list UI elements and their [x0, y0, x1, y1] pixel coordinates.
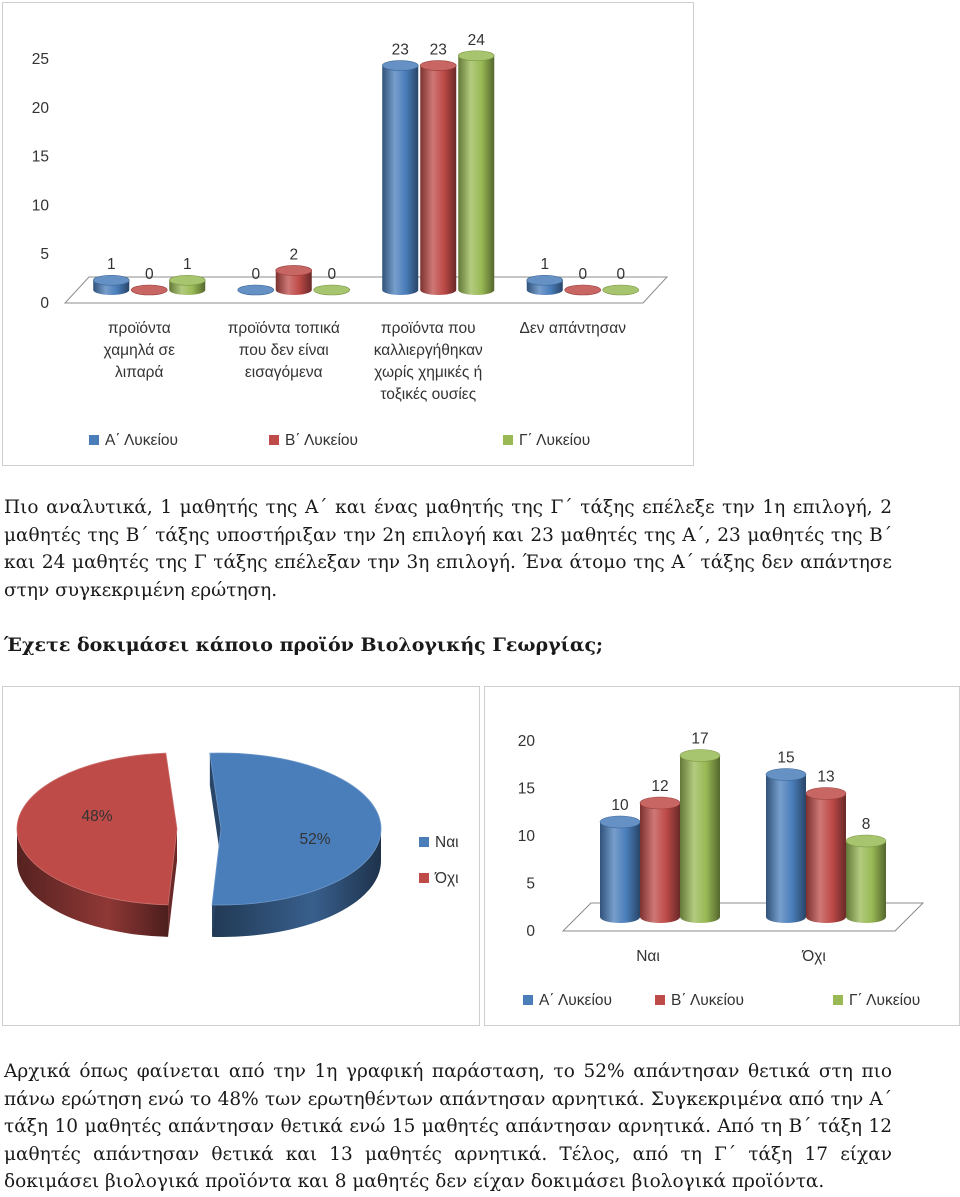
category-label: χαμηλά σε — [104, 342, 176, 359]
data-label: 12 — [651, 778, 668, 795]
legend-swatch — [269, 435, 279, 445]
legend-label: Α΄ Λυκείου — [539, 992, 612, 1009]
category-label: χωρίς χημικές ή — [374, 364, 482, 381]
legend-label: Ναι — [435, 834, 459, 851]
category-label: εισαγόμενα — [245, 364, 323, 381]
bar — [599, 815, 641, 923]
legend-label: Β΄ Λυκείου — [671, 992, 744, 1009]
bar — [419, 60, 457, 295]
legend-label: Γ΄ Λυκείου — [519, 432, 590, 449]
paragraph-analysis: Πιο αναλυτικά, 1 μαθητής της Α΄ και ένας… — [4, 497, 892, 601]
data-label: 2 — [289, 246, 298, 263]
y-tick-label: 15 — [32, 149, 49, 166]
y-tick-label: 0 — [526, 923, 535, 940]
data-label: 0 — [145, 266, 154, 283]
data-label: 1 — [540, 256, 549, 273]
bar — [602, 284, 640, 296]
data-label: 8 — [862, 816, 871, 833]
pie-slice — [16, 752, 178, 937]
chart-bar-tried-organic: 0 5 10 15 20 10 12 17 15 13 8 Ναι Όχι Α΄ Λυκείου Β΄ Λυ… — [484, 686, 960, 1026]
y-tick-label: 10 — [32, 197, 50, 214]
pie-slice — [209, 752, 382, 937]
legend-swatch — [419, 873, 429, 883]
data-label: 13 — [817, 769, 834, 786]
legend-label: Γ΄ Λυκείου — [849, 992, 920, 1009]
category-label: Δεν απάντησαν — [520, 320, 627, 337]
category-label: Ναι — [636, 948, 660, 965]
category-label: προϊόντα — [108, 320, 171, 337]
y-tick-label: 10 — [518, 828, 536, 845]
y-tick-label: 0 — [40, 295, 49, 312]
legend-swatch — [503, 435, 513, 445]
data-label: 0 — [578, 266, 587, 283]
y-tick-label: 5 — [526, 876, 535, 893]
legend-label: Όχι — [434, 870, 459, 887]
category-label: καλλιεργήθηκαν — [374, 342, 483, 359]
data-label: 15 — [777, 750, 794, 767]
legend-swatch — [523, 995, 533, 1005]
legend-label: Β΄ Λυκείου — [285, 432, 358, 449]
category-label: λιπαρά — [115, 364, 163, 381]
data-label: 23 — [392, 42, 409, 59]
data-label: 0 — [327, 266, 336, 283]
chart3-svg: 0 5 10 15 20 10 12 17 15 13 8 Ναι Όχι Α΄ Λυκείου Β΄ Λυ… — [518, 731, 925, 1009]
data-label: 24 — [468, 32, 486, 49]
category-label: τοξικές ουσίες — [380, 386, 476, 403]
bar — [457, 50, 495, 296]
bar — [275, 265, 313, 295]
category-label: προϊόντα που — [381, 320, 476, 337]
category-label: Όχι — [801, 948, 826, 965]
bar — [564, 284, 602, 296]
chart-floor — [63, 276, 669, 304]
legend-swatch — [89, 435, 99, 445]
legend-swatch — [833, 995, 843, 1005]
bar — [526, 274, 564, 295]
chart2-svg: 52% 48% Ναι Όχι — [16, 752, 459, 937]
legend-swatch — [655, 995, 665, 1005]
y-tick-label: 5 — [40, 246, 49, 263]
paragraph-conclusion: Αρχικά όπως φαίνεται από την 1η γραφική … — [4, 1061, 892, 1192]
y-tick-label: 20 — [518, 733, 536, 750]
data-label: 23 — [430, 42, 447, 59]
bar — [92, 274, 130, 295]
bar — [237, 284, 275, 296]
bar — [679, 749, 721, 923]
pie-value-label: 52% — [299, 831, 330, 848]
bar — [639, 796, 681, 923]
bar — [130, 284, 168, 296]
bar — [805, 787, 847, 923]
chart-pie-tried-organic: 52% 48% Ναι Όχι — [2, 686, 480, 1026]
chart-product-preference: 0 5 10 15 20 25 1 0 1 0 2 0 23 23 24 1 0 0 προϊόντα χαμηλά … — [2, 2, 694, 466]
data-label: 0 — [616, 266, 625, 283]
y-tick-label: 25 — [32, 51, 49, 68]
data-label: 17 — [691, 731, 708, 748]
question-heading: Έχετε δοκιμάσει κάποιο προϊόν Βιολογικής… — [4, 634, 604, 656]
bar — [313, 284, 351, 296]
bar — [765, 768, 807, 923]
data-label: 1 — [183, 256, 192, 273]
bar — [168, 274, 206, 295]
data-label: 10 — [611, 797, 629, 814]
data-label: 1 — [107, 256, 116, 273]
category-label: προϊόντα τοπικά — [228, 320, 340, 337]
category-label: που δεν είναι — [239, 342, 329, 359]
data-label: 0 — [251, 266, 260, 283]
bar — [845, 834, 887, 923]
y-tick-label: 15 — [518, 781, 535, 798]
legend-swatch — [419, 837, 429, 847]
bar — [381, 60, 419, 295]
y-tick-label: 20 — [32, 100, 50, 117]
legend-label: Α΄ Λυκείου — [105, 432, 178, 449]
pie-value-label: 48% — [81, 808, 112, 825]
